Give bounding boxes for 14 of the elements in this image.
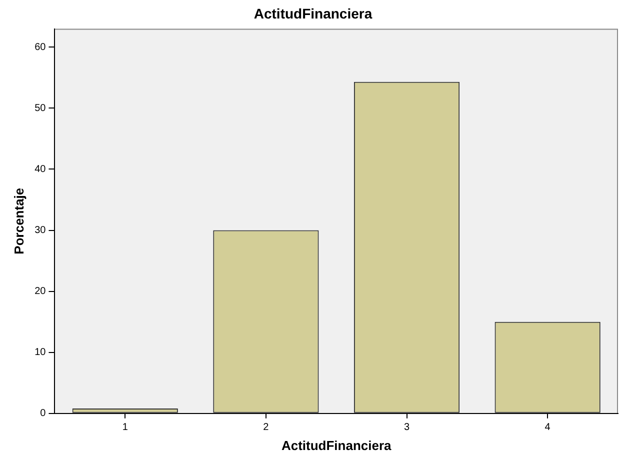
- x-tick-label: 3: [404, 422, 410, 434]
- y-tick-label: 20: [34, 286, 46, 298]
- y-tick-label: 50: [34, 102, 46, 114]
- y-tick-label: 30: [34, 225, 46, 236]
- x-tick-label: 1: [122, 422, 128, 434]
- y-tick-label: 10: [34, 347, 46, 358]
- y-tick-label: 60: [34, 42, 46, 53]
- y-tick-label: 40: [34, 164, 46, 175]
- x-tick-label: 4: [544, 422, 551, 434]
- y-tick-label: 0: [40, 408, 46, 420]
- y-axis-title: Porcentaje: [11, 188, 26, 254]
- x-tick-label: 2: [263, 422, 270, 434]
- x-axis-title: ActitudFinanciera: [281, 438, 392, 453]
- chart-title: ActitudFinanciera: [254, 5, 372, 22]
